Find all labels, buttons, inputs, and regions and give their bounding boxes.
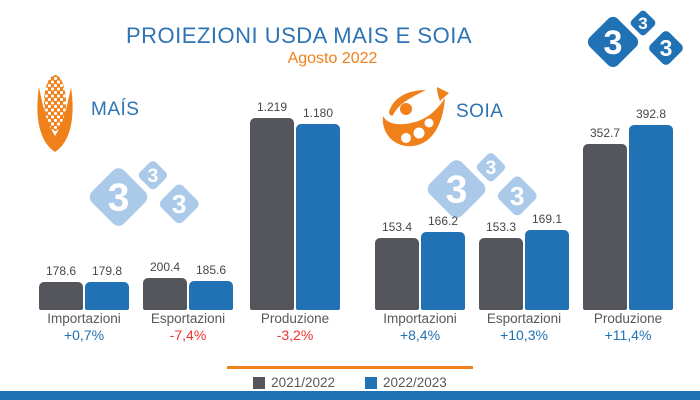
section-title-soia: SOIA <box>456 101 504 122</box>
bar-group-esportazioni: 153.3 169.1 Esportazioni +10,3% <box>479 100 569 343</box>
bar-2022-2023-produzione <box>296 124 340 310</box>
svg-text:3: 3 <box>510 181 525 211</box>
bar-value-label: 1.219 <box>256 100 288 114</box>
svg-text:3: 3 <box>108 177 130 220</box>
bar-value-label: 153.3 <box>485 219 517 234</box>
bar-value-label: 352.7 <box>589 125 621 140</box>
category-label-importazioni: Importazioni <box>383 311 457 326</box>
bar-2022-2023-importazioni <box>85 281 129 310</box>
bar-group-produzione: 1.219 1.180 Produzione -3,2% <box>250 100 340 343</box>
legend: 2021/2022 2022/2023 <box>227 366 473 390</box>
chart-mais: 178.6 179.8 Importazioni +0,7% 200.4 185.6 Esp… <box>39 100 340 343</box>
bar-2022-2023-importazioni <box>421 231 465 310</box>
delta-label-importazioni: +8,4% <box>399 327 441 343</box>
bar-group-importazioni: 178.6 179.8 Importazioni +0,7% <box>39 100 129 343</box>
bar-2021-2022-importazioni <box>39 281 83 310</box>
bar-value-label: 185.6 <box>195 262 227 277</box>
bar-group-esportazioni: 200.4 185.6 Esportazioni -7,4% <box>143 100 233 343</box>
bar-value-label: 1.180 <box>302 106 334 121</box>
legend-swatch-gray <box>253 376 266 389</box>
svg-text:3: 3 <box>485 157 496 179</box>
section-title-mais: MAÍS <box>91 99 140 120</box>
category-label-produzione: Produzione <box>593 311 663 326</box>
legend-divider-line <box>227 366 473 369</box>
legend-label: 2022/2023 <box>383 375 447 390</box>
watermark-333-right: 3 3 3 <box>413 150 539 241</box>
page-subtitle: Agosto 2022 <box>287 50 378 67</box>
category-label-esportazioni: Esportazioni <box>150 311 226 326</box>
watermark-333-icon: 3 3 3 <box>427 153 537 218</box>
bar-group-produzione: 352.7 392.8 Produzione +11,4% <box>583 100 673 343</box>
category-label-importazioni: Importazioni <box>47 311 121 326</box>
bar-2021-2022-esportazioni <box>479 237 523 310</box>
legend-item-2022-2023: 2022/2023 <box>365 375 447 390</box>
bar-2022-2023-produzione <box>629 125 673 310</box>
delta-label-produzione: -3,2% <box>276 327 314 343</box>
footer-accent-bar <box>0 391 700 400</box>
bar-value-label: 179.8 <box>91 263 123 278</box>
logo-digit-large: 3 <box>604 24 623 62</box>
logo-333-icon: 3 3 3 <box>587 10 683 68</box>
bar-2021-2022-esportazioni <box>143 278 187 310</box>
svg-text:3: 3 <box>172 189 187 219</box>
page-title: PROIEZIONI USDA MAIS E SOIA <box>125 23 472 48</box>
bar-value-label: 178.6 <box>45 263 77 278</box>
bar-2022-2023-esportazioni <box>525 230 569 310</box>
svg-text:3: 3 <box>446 169 468 212</box>
corn-icon <box>33 73 77 158</box>
bar-value-label: 169.1 <box>531 212 563 227</box>
bar-2021-2022-produzione <box>250 118 294 310</box>
category-label-produzione: Produzione <box>260 311 330 326</box>
legend-label: 2021/2022 <box>271 375 335 390</box>
chart-soia: 153.4 166.2 Importazioni +8,4% 153.3 169.1 Esp… <box>375 100 673 343</box>
delta-label-esportazioni: +10,3% <box>500 327 548 343</box>
legend-swatch-blue <box>365 376 377 389</box>
bar-value-label: 200.4 <box>149 260 181 275</box>
bar-2021-2022-importazioni <box>375 237 419 310</box>
bar-value-label: 166.2 <box>427 213 459 228</box>
watermark-333-icon: 3 3 3 <box>89 161 199 226</box>
category-label-esportazioni: Esportazioni <box>486 311 562 326</box>
delta-label-produzione: +11,4% <box>604 327 652 343</box>
svg-text:3: 3 <box>147 165 158 187</box>
bar-value-label: 153.4 <box>381 219 413 234</box>
bar-value-label: 392.8 <box>635 107 667 121</box>
watermark-333-left: 3 3 3 <box>75 158 201 249</box>
legend-items: 2021/2022 2022/2023 <box>227 375 473 390</box>
bar-2022-2023-esportazioni <box>189 280 233 310</box>
logo-digit-small: 3 <box>638 14 647 33</box>
logo-333: 3 3 3 <box>575 8 685 88</box>
delta-label-esportazioni: -7,4% <box>169 327 207 343</box>
logo-digit-medium: 3 <box>660 35 673 61</box>
bar-2021-2022-produzione <box>583 143 627 310</box>
soybean-icon <box>379 86 451 155</box>
legend-item-2021-2022: 2021/2022 <box>253 375 335 390</box>
delta-label-importazioni: +0,7% <box>63 327 105 343</box>
bar-group-importazioni: 153.4 166.2 Importazioni +8,4% <box>375 100 465 343</box>
